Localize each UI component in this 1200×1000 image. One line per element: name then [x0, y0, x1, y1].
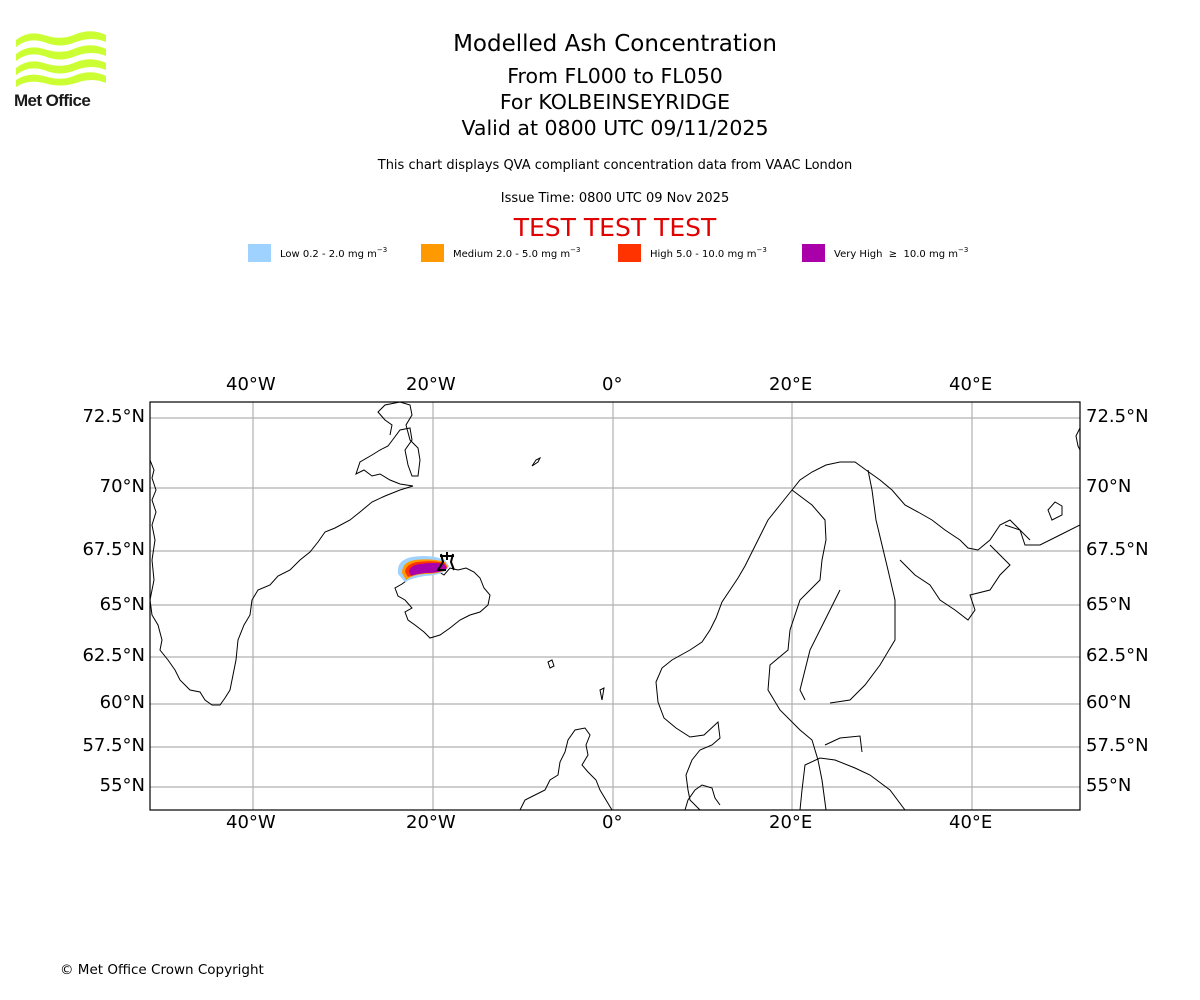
lon-tick-bottom-20w: 20°W: [406, 812, 456, 833]
lon-tick-bottom-0: 0°: [602, 812, 623, 833]
legend-label-very-high: Very High ≥ 10.0 mg m: [834, 249, 958, 260]
coast-iceland: [394, 564, 491, 639]
lat-tick-left-62-5: 62.5°N: [82, 645, 145, 666]
lon-tick-top-20w: 20°W: [406, 374, 456, 395]
coast-white-sea: [899, 544, 1011, 621]
lat-tick-left-70: 70°N: [99, 476, 145, 497]
lat-tick-right-55: 55°N: [1086, 775, 1132, 796]
coast-estonia: [824, 735, 863, 753]
test-banner: TEST TEST TEST: [513, 213, 717, 242]
lat-tick-right-62-5: 62.5°N: [1086, 645, 1149, 666]
ash-plume: [397, 556, 449, 582]
legend-swatch-very-high: [802, 244, 825, 262]
logo-text: Met Office: [14, 91, 91, 110]
copyright-footer: © Met Office Crown Copyright: [60, 962, 264, 978]
legend-label-high: High 5.0 - 10.0 mg m: [650, 249, 757, 260]
border-sweden-finland-russia: [767, 489, 827, 810]
lon-tick-top-20e: 20°E: [769, 374, 813, 395]
lon-tick-top-0: 0°: [602, 374, 623, 395]
ash-very-high: [409, 563, 447, 576]
unit-exponent: −3: [376, 246, 388, 254]
lat-tick-left-57-5: 57.5°N: [82, 735, 145, 756]
legend-label-low: Low 0.2 - 2.0 mg m: [280, 249, 377, 260]
coast-kanin: [1004, 524, 1031, 541]
lat-tick-right-60: 60°N: [1086, 692, 1132, 713]
valid-time: Valid at 0800 UTC 09/11/2025: [461, 116, 769, 140]
coast-jan-mayen: [531, 456, 542, 467]
unit-exponent: −3: [756, 246, 767, 254]
lon-tick-top-40w: 40°W: [226, 374, 276, 395]
lat-tick-right-67-5: 67.5°N: [1086, 539, 1149, 560]
coast-gulf-bothnia: [799, 589, 841, 701]
unit-exponent: −3: [957, 246, 969, 254]
legend-item-very-high: Very High ≥ 10.0 mg m−3: [802, 244, 968, 262]
unit-exponent: −3: [570, 246, 581, 254]
legend-label-medium: Medium 2.0 - 5.0 mg m: [453, 249, 571, 260]
legend-item-medium: Medium 2.0 - 5.0 mg m−3: [421, 244, 580, 262]
issue-time: Issue Time: 0800 UTC 09 Nov 2025: [500, 191, 730, 206]
coastlines: [150, 402, 1080, 810]
legend-item-high: High 5.0 - 10.0 mg m−3: [618, 244, 767, 262]
coast-baltic: [799, 757, 906, 810]
chart-title: Modelled Ash Concentration: [453, 31, 777, 57]
lat-tick-left-65: 65°N: [99, 594, 145, 615]
coast-greenland: [150, 402, 421, 706]
lat-tick-right-70: 70°N: [1086, 476, 1132, 497]
lat-tick-left-67-5: 67.5°N: [82, 539, 145, 560]
coast-scandinavia: [655, 461, 1080, 810]
lat-tick-left-60: 60°N: [99, 692, 145, 713]
volcano-icon: [436, 552, 455, 571]
lat-tick-left-72-5: 72.5°N: [82, 406, 145, 427]
coast-uk: [519, 727, 613, 810]
coast-kolguev: [1047, 501, 1063, 521]
legend-item-low: Low 0.2 - 2.0 mg m−3: [248, 244, 387, 262]
lon-tick-bottom-40w: 40°W: [226, 812, 276, 833]
border-finland-russia: [829, 469, 896, 704]
coast-shetland: [599, 687, 605, 701]
lon-tick-bottom-40e: 40°E: [949, 812, 993, 833]
legend-swatch-high: [618, 244, 641, 262]
chart-description: This chart displays QVA compliant concen…: [377, 158, 853, 173]
lat-tick-right-65: 65°N: [1086, 594, 1132, 615]
coast-novaya-zemlya: [1075, 427, 1080, 451]
lon-tick-bottom-20e: 20°E: [769, 812, 813, 833]
legend-swatch-low: [248, 244, 271, 262]
met-office-logo: [16, 31, 106, 87]
lon-tick-top-40e: 40°E: [949, 374, 993, 395]
lat-tick-right-72-5: 72.5°N: [1086, 406, 1149, 427]
legend-swatch-medium: [421, 244, 444, 262]
lat-tick-right-57-5: 57.5°N: [1086, 735, 1149, 756]
lat-tick-left-55: 55°N: [99, 775, 145, 796]
gridlines: [150, 402, 1080, 810]
flight-level-range: From FL000 to FL050: [507, 64, 723, 88]
coast-denmark: [684, 784, 721, 810]
volcano-name: For KOLBEINSEYRIDGE: [499, 90, 731, 114]
map-frame: [149, 401, 1081, 811]
coast-faroe: [547, 659, 555, 669]
